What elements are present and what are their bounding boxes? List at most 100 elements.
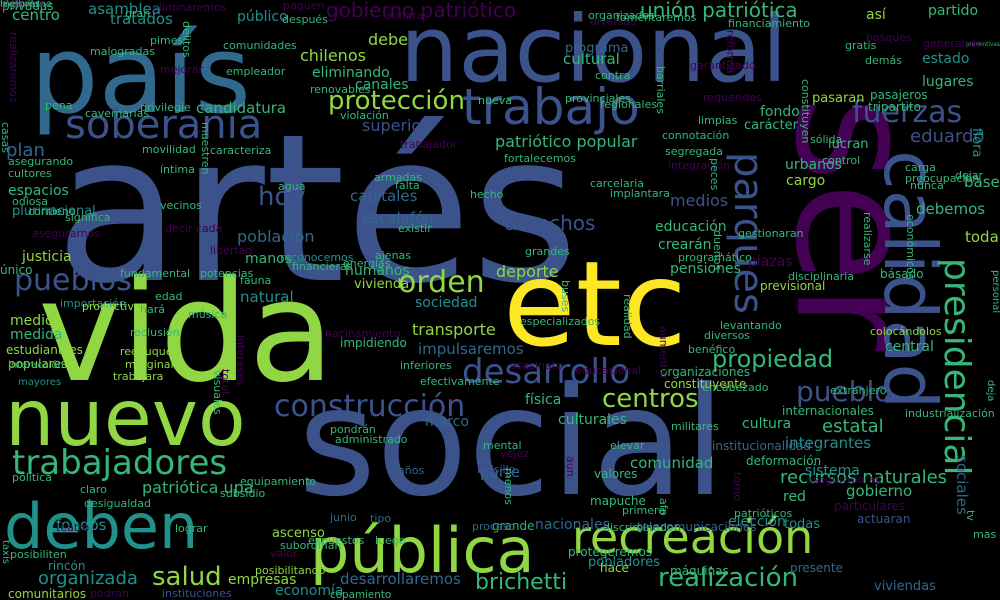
cloud-word: público <box>237 9 288 25</box>
cloud-word: aseguradoras <box>806 473 882 486</box>
cloud-word: tipo <box>370 512 392 525</box>
cloud-word: patrióticos <box>734 507 793 520</box>
cloud-word: medio <box>10 313 54 329</box>
cloud-word: mar <box>0 0 20 10</box>
cloud-word: total <box>219 369 232 395</box>
cloud-word: etc <box>503 235 687 373</box>
cloud-word: administrado <box>335 433 408 446</box>
cloud-word: ajenas <box>375 249 412 262</box>
cloud-word: vejez <box>500 447 529 460</box>
cloud-word: subordinan <box>280 539 342 552</box>
cloud-word: trabajara <box>113 370 164 383</box>
cloud-word: posibilitando <box>255 564 326 577</box>
cloud-word: integración <box>668 159 731 172</box>
cloud-word: plazas <box>748 254 793 270</box>
cloud-word: marco <box>425 414 469 430</box>
cloud-word: programático <box>678 251 752 264</box>
cloud-word: asegurarnos <box>32 227 101 240</box>
cloud-word: pena <box>45 99 73 112</box>
cloud-word: diversos <box>704 329 751 342</box>
cloud-word: básado <box>880 267 924 281</box>
cloud-word: propiedad <box>712 345 834 373</box>
cloud-word: cavernarias <box>85 107 150 120</box>
cloud-word: patriótico popular <box>495 132 638 151</box>
cloud-word: requeridos <box>703 91 762 104</box>
cloud-word: crearán <box>658 237 712 253</box>
cloud-word: culturales <box>558 412 627 428</box>
cloud-word: pública <box>310 514 535 587</box>
cloud-word: grande <box>492 519 535 533</box>
cloud-word: copamiento <box>330 588 392 600</box>
cloud-word: buses <box>559 280 572 313</box>
cloud-word: elección <box>728 514 786 530</box>
cloud-word: pimes <box>150 34 184 47</box>
cloud-word: salud <box>152 562 222 592</box>
cloud-word: contiene <box>28 205 76 218</box>
cloud-word: implantara <box>610 187 670 200</box>
cloud-word: hace <box>600 561 629 575</box>
cloud-word: expuestos <box>308 534 365 547</box>
cloud-word: industrialización <box>905 407 995 420</box>
cloud-word: orden <box>398 265 485 300</box>
cloud-word: recursos naturales <box>780 467 948 488</box>
cloud-word: fomentaremos <box>616 11 697 24</box>
cloud-word: dejar <box>955 169 984 182</box>
cloud-word: presente <box>790 561 843 575</box>
cloud-word: patriótica upa <box>142 478 254 497</box>
cloud-word: fundamental <box>120 267 191 280</box>
cloud-word: marginal <box>125 358 174 371</box>
cloud-word: desatara <box>0 0 45 10</box>
cloud-word: mental <box>483 439 522 452</box>
cloud-word: superior <box>362 116 428 135</box>
cloud-word: privilegie <box>140 101 191 114</box>
cloud-word: reconocemos <box>280 251 354 264</box>
cloud-word: peces <box>708 158 721 191</box>
cloud-word: vecinos <box>160 199 202 212</box>
cloud-word: encabezado <box>702 381 769 394</box>
cloud-word: realización <box>658 563 798 593</box>
cloud-word: mapuche <box>590 494 646 508</box>
cloud-word: proceso <box>472 520 516 533</box>
cloud-word: constituyente <box>664 377 747 391</box>
cloud-word: valores <box>594 467 638 481</box>
cloud-word: vivienda <box>354 277 410 292</box>
cloud-word: tratados <box>110 10 173 28</box>
cloud-word: mejorar <box>160 63 204 76</box>
cloud-word: económicos <box>904 214 917 280</box>
cloud-word: debe <box>368 30 408 49</box>
cloud-word: actuaran <box>857 512 911 526</box>
cloud-word: posibiliten <box>10 548 67 561</box>
cloud-word: inferiores <box>400 359 452 372</box>
cloud-word: caracteriza <box>210 144 272 157</box>
cloud-word: particulares <box>834 499 906 513</box>
cloud-word: íntima <box>160 163 195 176</box>
cloud-word: demás <box>865 54 902 67</box>
cloud-word: tripartito <box>868 100 921 114</box>
cloud-word: carcelaria <box>590 177 645 190</box>
cloud-word: medida <box>10 327 63 343</box>
cloud-word: privadas <box>2 0 54 13</box>
cloud-word: dignos <box>0 0 34 10</box>
cloud-word: estatal <box>822 416 884 437</box>
cloud-word: gestionaran <box>738 227 804 240</box>
cloud-word: preventivas <box>965 42 1000 48</box>
cloud-word: garantizado <box>690 59 756 72</box>
cloud-word: organizaciones <box>660 365 751 379</box>
cloud-word: desarrollo <box>462 352 631 392</box>
cloud-word: eliminaremos <box>152 1 227 14</box>
cloud-word: financieras <box>292 260 353 273</box>
cloud-word: delitos <box>180 21 193 58</box>
cloud-word: hará <box>140 303 165 316</box>
cloud-word: podrán <box>90 587 129 600</box>
cloud-word: subsidio <box>220 487 266 500</box>
cloud-word: importación <box>60 297 126 310</box>
cloud-word: diversas <box>590 15 637 28</box>
cloud-word: hoy <box>258 182 306 212</box>
cloud-word: gran <box>125 7 151 20</box>
cloud-word: país <box>30 13 252 138</box>
cloud-word: todas <box>784 517 821 532</box>
cloud-word: energías <box>343 257 391 270</box>
cloud-word: segregada <box>665 145 723 158</box>
cloud-word: casas <box>0 122 12 153</box>
cloud-word: trabajador <box>400 138 458 151</box>
